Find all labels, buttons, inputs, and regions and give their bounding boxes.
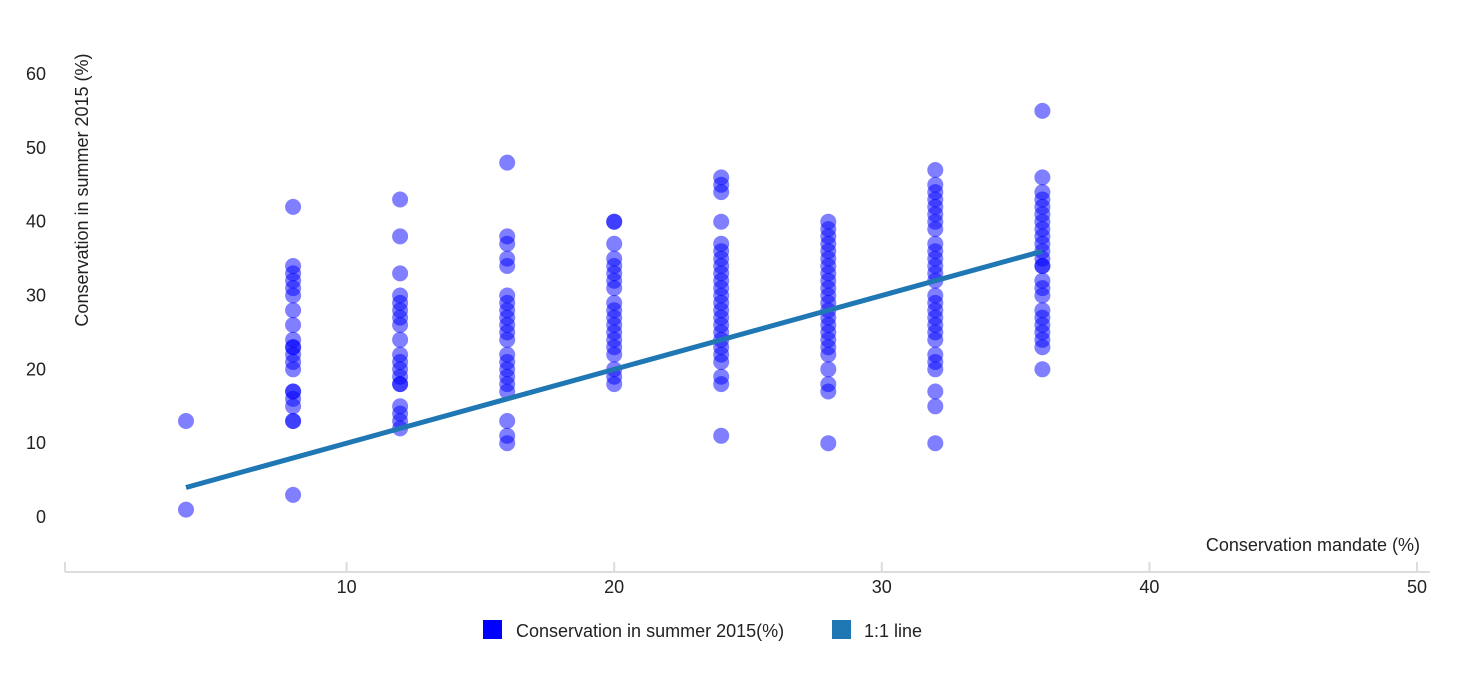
data-point[interactable] [285, 486, 302, 503]
one-to-one-line [185, 248, 1044, 490]
x-tick-label: 20 [604, 577, 624, 597]
data-point[interactable] [499, 228, 516, 245]
data-point[interactable] [285, 383, 302, 400]
data-point[interactable] [927, 435, 944, 452]
scatter-points [178, 102, 1051, 518]
legend-item-conservation[interactable]: Conservation in summer 2015(%) [483, 620, 784, 641]
data-point[interactable] [713, 213, 730, 230]
data-point[interactable] [713, 427, 730, 444]
data-point[interactable] [713, 368, 730, 385]
data-point[interactable] [606, 294, 623, 311]
y-axis-label: Conservation in summer 2015 (%) [72, 53, 92, 326]
data-point[interactable] [820, 435, 837, 452]
legend-swatch-conservation [483, 620, 502, 639]
y-tick-label: 30 [26, 286, 46, 306]
data-point[interactable] [392, 346, 409, 363]
one-to-one-line-path [185, 248, 1044, 490]
data-point[interactable] [927, 287, 944, 304]
y-tick-label: 10 [26, 433, 46, 453]
data-point[interactable] [927, 398, 944, 415]
data-point[interactable] [499, 427, 516, 444]
data-point[interactable] [713, 235, 730, 252]
legend-item-line[interactable]: 1:1 line [832, 620, 922, 641]
data-point[interactable] [820, 376, 837, 393]
data-point[interactable] [285, 258, 302, 274]
data-point[interactable] [606, 250, 623, 267]
data-point[interactable] [606, 235, 623, 252]
y-tick-label: 40 [26, 212, 46, 232]
x-tick-label: 30 [872, 577, 892, 597]
data-point[interactable] [606, 213, 623, 230]
data-point[interactable] [392, 191, 409, 208]
legend-swatch-line [832, 620, 851, 639]
data-point[interactable] [820, 213, 837, 230]
y-tick-label: 0 [36, 507, 46, 527]
data-point[interactable] [285, 413, 302, 429]
y-tick-label: 20 [26, 359, 46, 379]
data-point[interactable] [927, 235, 944, 252]
data-point[interactable] [927, 383, 944, 400]
x-axis: 10 20 30 40 50 [64, 562, 1430, 597]
x-tick-label: 40 [1139, 577, 1159, 597]
data-point[interactable] [178, 413, 194, 429]
data-point[interactable] [392, 398, 409, 415]
data-point[interactable] [820, 361, 837, 378]
data-point[interactable] [713, 169, 730, 186]
data-point[interactable] [285, 198, 302, 215]
legend: Conservation in summer 2015(%) 1:1 line [483, 620, 922, 641]
data-point[interactable] [392, 265, 409, 282]
data-point[interactable] [499, 413, 516, 429]
data-point[interactable] [285, 317, 302, 333]
data-point[interactable] [285, 302, 302, 319]
y-tick-label: 50 [26, 138, 46, 158]
data-point[interactable] [1034, 102, 1051, 119]
data-point[interactable] [927, 176, 944, 193]
data-point[interactable] [285, 331, 302, 348]
x-tick-label: 10 [337, 577, 357, 597]
data-point[interactable] [1034, 169, 1051, 186]
data-point[interactable] [499, 287, 516, 304]
y-tick-label: 60 [26, 64, 46, 84]
data-point[interactable] [499, 346, 516, 363]
y-axis: 0 10 20 30 40 50 60 [26, 64, 46, 527]
data-point[interactable] [927, 162, 944, 178]
data-point[interactable] [927, 346, 944, 363]
data-point[interactable] [1034, 272, 1051, 289]
data-point[interactable] [1034, 184, 1051, 201]
data-point[interactable] [1034, 361, 1051, 378]
data-point[interactable] [499, 250, 516, 267]
x-axis-label: Conservation mandate (%) [1206, 535, 1420, 555]
data-point[interactable] [1034, 302, 1051, 319]
data-point[interactable] [392, 331, 409, 348]
data-point[interactable] [499, 154, 516, 171]
data-point[interactable] [178, 501, 194, 518]
legend-label-conservation: Conservation in summer 2015(%) [516, 621, 784, 641]
legend-label-line: 1:1 line [864, 621, 922, 641]
x-tick-label: 50 [1407, 577, 1427, 597]
data-point[interactable] [392, 228, 409, 245]
data-point[interactable] [392, 287, 409, 304]
